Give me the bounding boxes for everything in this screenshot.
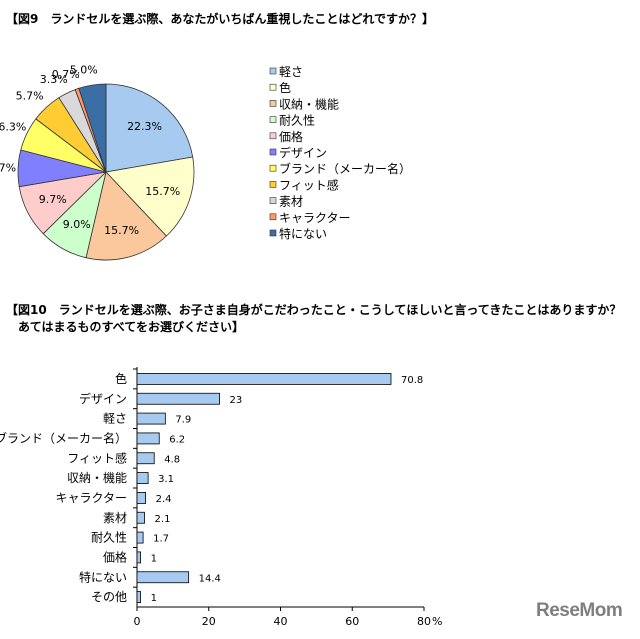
pie-data-label: 9.0%: [63, 218, 91, 231]
category-label: その他: [91, 590, 127, 604]
bar: [136, 511, 145, 524]
legend-swatch: [269, 229, 277, 237]
legend-label: 色: [279, 81, 291, 95]
bar-chart-title-line2: あてはまるものすべてをお選びください】: [18, 320, 244, 334]
bar: [136, 591, 141, 603]
legend-swatch: [269, 132, 277, 140]
bar: [136, 531, 144, 544]
bar-value-label: 2.4: [156, 494, 172, 505]
legend-swatch: [269, 164, 277, 172]
bar: [136, 373, 392, 385]
bar: [136, 472, 149, 484]
legend-label: 価格: [279, 129, 303, 144]
pie-slice: [105, 156, 195, 237]
legend-swatch: [269, 148, 277, 156]
legend-label: フィット感: [279, 177, 339, 192]
bar: [136, 492, 147, 504]
pie-data-label: 15.7%: [145, 185, 180, 198]
legend-swatch: [269, 83, 277, 91]
x-tick-label: 60: [345, 615, 359, 628]
category-label: ブランド（メーカー名）: [0, 430, 127, 445]
resemom-watermark: ReseMom: [536, 600, 623, 621]
pie-data-label: 15.7%: [104, 224, 139, 237]
legend-label: 収納・機能: [279, 96, 339, 111]
bar-value-label: 3.1: [158, 474, 174, 485]
bar: [136, 412, 166, 425]
pie-data-label: 3.3%: [40, 73, 68, 86]
bar: [136, 571, 190, 584]
legend-swatch: [269, 181, 277, 188]
bar-value-label: 70.8: [401, 375, 423, 386]
category-label: 素材: [103, 511, 127, 525]
legend-swatch: [269, 67, 277, 75]
legend-label: 軽さ: [279, 65, 303, 79]
pie-data-label: 6.7%: [0, 162, 16, 175]
bar-value-label: 7.9: [175, 415, 191, 426]
legend-label: キャラクター: [279, 211, 351, 225]
legend-swatch: [269, 197, 277, 204]
bar: [136, 392, 220, 405]
bar: [136, 432, 160, 445]
bar-value-label: 1: [151, 553, 157, 564]
legend-label: 特にない: [279, 226, 327, 241]
pie-slice: [78, 83, 107, 173]
bar-value-label: 4.8: [164, 454, 180, 465]
x-tick-label: 20: [202, 615, 216, 628]
bar-value-label: 1: [151, 593, 157, 604]
pie-data-label: 5.0%: [70, 63, 98, 76]
category-label: 特にない: [79, 569, 127, 584]
bar: [136, 551, 141, 564]
category-label: フィット感: [67, 450, 127, 465]
pie-slice: [85, 171, 167, 261]
category-label: キャラクター: [55, 491, 127, 505]
bar: [136, 452, 155, 465]
x-tick-label: 40: [274, 615, 288, 628]
x-axis-unit: %: [432, 615, 442, 628]
pie-data-label: 0.7%: [52, 68, 80, 81]
bar-value-label: 6.2: [169, 434, 185, 445]
legend-label: 耐久性: [279, 114, 315, 128]
legend-label: 素材: [279, 195, 303, 209]
bar-value-label: 23: [230, 395, 243, 406]
x-tick-label: 0: [134, 615, 141, 628]
bar-chart-title-line1: 【図10 ランドセルを選ぶ際、お子さま自身がこだわったこと・こうしてほしいと言っ…: [6, 303, 622, 317]
legend-swatch: [269, 100, 277, 107]
legend-swatch: [269, 116, 277, 123]
legend-label: デザイン: [279, 145, 327, 160]
pie-chart-title: 【図9 ランドセルを選ぶ際、あなたがいちばん重視したことはどれですか？】: [6, 12, 434, 26]
pie-data-label: 9.7%: [39, 193, 67, 206]
bar-value-label: 2.1: [155, 514, 171, 525]
category-label: 収納・機能: [67, 470, 127, 485]
pie-chart: 22.3% 15.7% 15.7% 9.0% 9.7% 6.7% 6.3% 5.7% 3.3%0…: [0, 63, 411, 261]
category-label: 色: [115, 372, 127, 386]
pie-data-label: 22.3%: [127, 120, 162, 133]
bar-value-label: 14.4: [199, 573, 221, 584]
x-tick-label: 80: [417, 615, 431, 628]
legend-label: ブランド（メーカー名）: [279, 161, 411, 176]
category-label: 軽さ: [103, 412, 127, 426]
category-label: 耐久性: [91, 531, 127, 545]
pie-data-label: 6.3%: [0, 121, 26, 134]
legend-swatch: [269, 213, 277, 221]
pie-data-label: 5.7%: [16, 89, 44, 102]
category-label: 価格: [103, 549, 127, 564]
pie-slice: [105, 83, 194, 173]
category-label: デザイン: [79, 391, 127, 406]
bar-value-label: 1.7: [153, 534, 169, 545]
